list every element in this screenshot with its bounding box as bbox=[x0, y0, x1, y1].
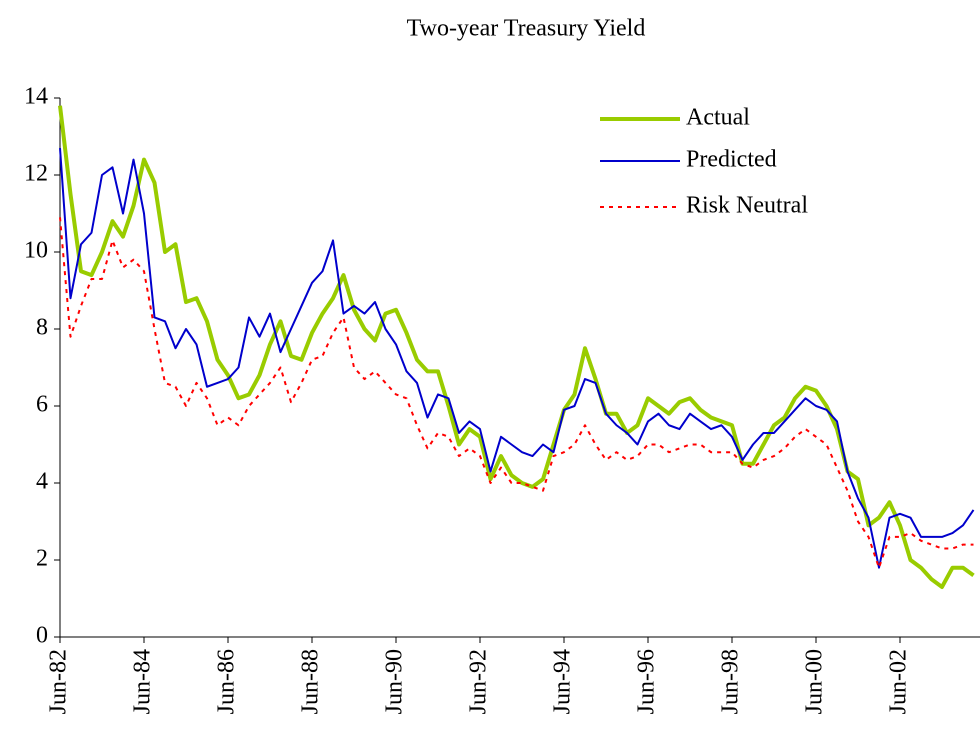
x-tick-label: Jun-02 bbox=[886, 649, 912, 714]
series-line bbox=[59, 217, 974, 569]
y-tick-label: 6 bbox=[36, 392, 48, 418]
x-tick-label: Jun-98 bbox=[718, 649, 744, 714]
x-tick-label: Jun-82 bbox=[46, 649, 72, 714]
series-line bbox=[58, 105, 975, 589]
x-tick-label: Jun-96 bbox=[634, 649, 660, 714]
x-tick-label: Jun-84 bbox=[130, 649, 156, 714]
series-line bbox=[59, 147, 975, 569]
legend-label: Risk Neutral bbox=[686, 193, 808, 219]
x-tick-label: Jun-90 bbox=[382, 649, 408, 714]
y-tick-label: 14 bbox=[24, 84, 48, 110]
x-tick-label: Jun-00 bbox=[802, 649, 828, 714]
x-tick-label: Jun-86 bbox=[214, 649, 240, 714]
y-tick-label: 10 bbox=[24, 238, 48, 264]
y-tick-label: 12 bbox=[24, 161, 48, 187]
y-tick-label: 8 bbox=[36, 315, 48, 341]
y-tick-label: 0 bbox=[36, 623, 48, 649]
x-tick-label: Jun-88 bbox=[298, 649, 324, 714]
x-tick-label: Jun-94 bbox=[550, 649, 576, 714]
y-tick-label: 2 bbox=[36, 546, 48, 572]
x-tick-label: Jun-92 bbox=[466, 649, 492, 714]
legend-label: Predicted bbox=[686, 147, 777, 173]
legend-label: Actual bbox=[686, 105, 750, 131]
y-tick-label: 4 bbox=[36, 469, 48, 495]
chart-title: Two-year Treasury Yield bbox=[407, 16, 646, 42]
